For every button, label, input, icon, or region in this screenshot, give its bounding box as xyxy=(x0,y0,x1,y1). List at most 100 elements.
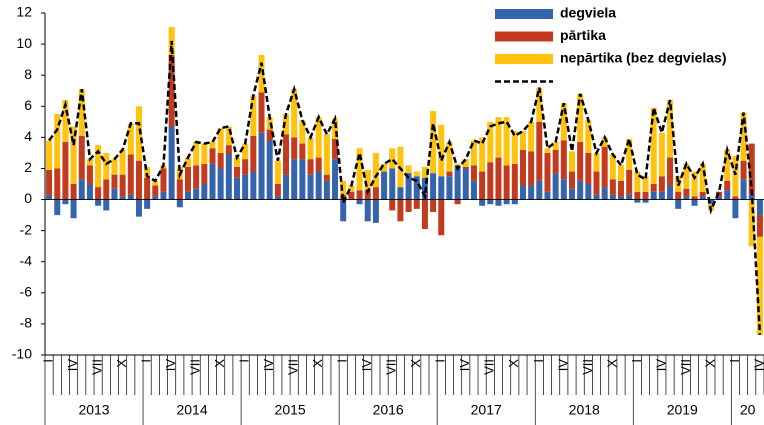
year-label: 2013 xyxy=(78,402,109,418)
bar xyxy=(184,157,191,167)
bar xyxy=(46,140,53,171)
x-tick-label: IV xyxy=(261,359,276,372)
bar xyxy=(544,191,551,200)
year-label: 2019 xyxy=(667,402,698,418)
bar xyxy=(168,126,175,200)
bar xyxy=(658,176,665,192)
legend-swatch xyxy=(495,31,553,42)
bar xyxy=(62,142,69,200)
bar xyxy=(634,199,641,203)
x-tick-label: I xyxy=(531,359,546,363)
bar xyxy=(250,95,257,136)
x-tick-label: I xyxy=(433,359,448,363)
bar xyxy=(560,179,567,200)
bar xyxy=(103,199,110,211)
bar xyxy=(193,165,200,189)
bar xyxy=(511,199,518,205)
bar xyxy=(536,180,543,200)
bar xyxy=(511,163,518,200)
x-tick-label: I xyxy=(237,359,252,363)
bar xyxy=(462,168,469,200)
bar xyxy=(95,199,102,206)
legend-swatch xyxy=(495,54,553,64)
bar xyxy=(552,173,559,200)
y-tick-label: 2 xyxy=(24,159,32,175)
bar xyxy=(601,146,608,188)
bar xyxy=(756,199,763,216)
bar xyxy=(536,121,543,181)
bar xyxy=(356,190,363,200)
x-tick-label: VII xyxy=(188,359,203,375)
y-tick-label: -2 xyxy=(20,221,33,237)
bar xyxy=(315,157,322,172)
bar xyxy=(748,199,755,247)
bar xyxy=(732,196,739,200)
bar xyxy=(503,117,510,166)
bar xyxy=(503,199,510,205)
bar xyxy=(593,152,600,172)
bar xyxy=(323,174,330,181)
y-tick-label: 6 xyxy=(24,97,32,113)
bar xyxy=(152,185,159,197)
bar xyxy=(454,165,461,200)
bar xyxy=(470,180,477,200)
bar xyxy=(421,199,428,230)
bar xyxy=(217,128,224,153)
bar xyxy=(716,196,723,200)
bar xyxy=(78,179,85,200)
bar xyxy=(634,191,641,200)
bar xyxy=(242,143,249,160)
bar xyxy=(217,168,224,200)
bar xyxy=(144,166,151,178)
bar xyxy=(291,137,298,160)
bar xyxy=(724,149,731,181)
bar xyxy=(86,159,93,166)
bar xyxy=(609,154,616,180)
bar xyxy=(438,199,445,236)
bar xyxy=(699,191,706,197)
year-label: 2018 xyxy=(569,402,600,418)
bar xyxy=(111,159,118,175)
bar xyxy=(356,148,363,191)
year-label: 2017 xyxy=(471,402,502,418)
y-tick-label: -10 xyxy=(12,346,32,362)
bar xyxy=(340,180,347,195)
bar xyxy=(438,176,445,200)
bar xyxy=(78,135,85,180)
bar xyxy=(577,180,584,200)
bar xyxy=(552,142,559,150)
bar xyxy=(601,187,608,200)
bar xyxy=(593,171,600,195)
bar xyxy=(544,152,551,192)
bar xyxy=(634,171,641,192)
bar xyxy=(495,117,502,158)
bar xyxy=(193,142,200,166)
legend-label: pārtika xyxy=(560,27,606,43)
bar xyxy=(135,199,142,217)
bar xyxy=(389,148,396,169)
x-tick-label: VII xyxy=(580,359,595,375)
bar xyxy=(340,199,347,222)
bar xyxy=(274,184,281,197)
bar xyxy=(683,196,690,200)
bar xyxy=(119,149,126,175)
bar xyxy=(54,168,61,200)
bar xyxy=(46,194,53,200)
bar xyxy=(315,171,322,200)
bar xyxy=(430,110,437,174)
bar xyxy=(732,156,739,197)
x-tick-label: X xyxy=(604,359,619,368)
bar xyxy=(756,215,763,237)
bar xyxy=(626,170,633,195)
bar xyxy=(184,166,191,192)
bar xyxy=(577,93,584,143)
bar xyxy=(462,166,469,169)
bar xyxy=(405,199,412,212)
bar xyxy=(348,191,355,200)
bar xyxy=(152,180,159,186)
bar xyxy=(691,199,698,206)
x-tick-label: X xyxy=(408,359,423,368)
bar xyxy=(560,140,567,180)
bar xyxy=(601,137,608,147)
